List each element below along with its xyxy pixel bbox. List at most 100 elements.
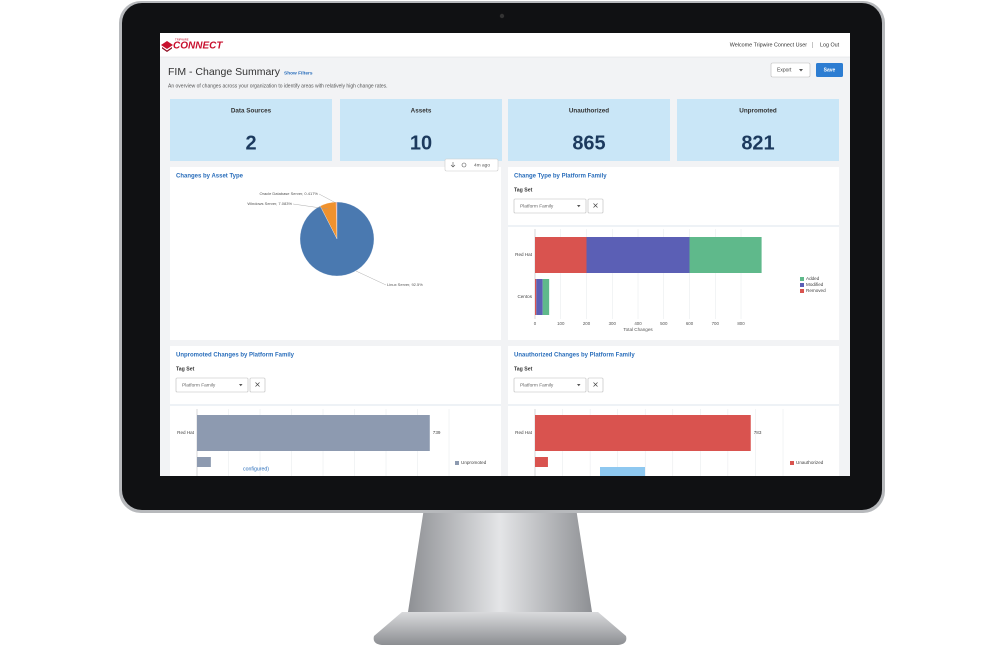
kpi-value: 821 [741, 132, 774, 154]
bar [535, 457, 548, 467]
charts: Changes by Asset Type Oracle Database Ser… [170, 174, 839, 476]
x-tick-label: 0 [534, 321, 537, 326]
legend-label: Modified [806, 282, 824, 287]
annotation: configured) [243, 466, 269, 472]
kpi-label: Unpromoted [739, 108, 777, 115]
x-tick-label: 300 [609, 321, 617, 326]
bar [197, 415, 430, 451]
export-label: Export [777, 68, 792, 74]
legend-swatch [455, 461, 459, 465]
kpi-label: Data Sources [231, 108, 272, 115]
y-tick-label: Centos [517, 294, 532, 299]
legend-label: Unpromoted [461, 460, 487, 465]
export-button[interactable] [770, 62, 811, 78]
kpi-label: Assets [411, 108, 432, 115]
stand-base [373, 612, 627, 645]
clear-button[interactable] [587, 198, 604, 214]
bar-segment [542, 279, 550, 315]
leader-line [292, 203, 329, 210]
tag-set-value: Platform Family [520, 383, 554, 389]
camera [499, 13, 505, 19]
legend-swatch [790, 461, 794, 465]
pie-label: Linux Server, 92.5% [387, 282, 423, 287]
kpi-value: 10 [410, 132, 432, 154]
refresh-icon[interactable] [461, 162, 467, 168]
x-tick-label: 400 [634, 321, 642, 326]
bar-segment [689, 237, 762, 273]
y-tick-label: Red Hat [177, 430, 195, 435]
save-label: Save [824, 68, 836, 74]
kpi-card [508, 99, 670, 161]
save-button[interactable] [816, 63, 843, 77]
legend-swatch [800, 277, 804, 281]
brand: CONNECT [173, 41, 223, 52]
brand-small: TRIPWIRE [175, 38, 189, 42]
panel-title: Unpromoted Changes by Platform Family [176, 353, 295, 359]
clear-button[interactable] [249, 377, 266, 393]
legend-label: Added [806, 276, 820, 281]
bar-segment [586, 237, 690, 273]
clear-icon [255, 382, 260, 387]
screen: TRIPWIRE CONNECT Welcome Tripwire Connec… [160, 33, 850, 476]
tag-set-select[interactable] [175, 377, 249, 393]
select-caret [577, 384, 581, 387]
logout-link[interactable]: Log Out [820, 42, 840, 48]
tag-set-label: Tag Set [514, 366, 533, 372]
kpi-label: Unauthorized [569, 108, 609, 115]
stand-neck [408, 508, 592, 612]
welcome-text: Welcome Tripwire Connect User [730, 42, 807, 48]
clear-icon [593, 382, 598, 387]
panel-toolbar [444, 158, 499, 172]
panel [170, 346, 501, 476]
legend-label: Removed [806, 288, 826, 293]
kpi-card [677, 99, 839, 161]
y-tick-label: Red Hat [515, 252, 533, 257]
tag-set-label: Tag Set [514, 187, 533, 193]
pie-label: Windows Server, 7.083% [247, 201, 292, 206]
legend-swatch [800, 283, 804, 287]
kpi-value: 2 [245, 132, 256, 154]
page-description: An overview of changes across your organ… [168, 83, 388, 89]
pie-label: Oracle Database Server, 0.417% [260, 191, 319, 196]
logo-icon-shadow [162, 47, 172, 52]
kpi-card [170, 99, 332, 161]
legend-label: Unauthorized [796, 460, 824, 465]
tag-set-label: Tag Set [176, 366, 195, 372]
tag-set-select[interactable] [513, 377, 587, 393]
tooltip-fragment [600, 467, 645, 476]
pie-slice [299, 201, 375, 277]
clear-icon [593, 203, 598, 208]
download-icon[interactable] [450, 162, 456, 168]
data-label: 739 [433, 430, 441, 435]
y-tick-label: Red Hat [515, 430, 533, 435]
leader-line [318, 193, 337, 204]
panel-title: Unauthorized Changes by Platform Family [514, 353, 635, 359]
updated-text: 4m ago [474, 163, 490, 169]
data-label: 783 [754, 430, 762, 435]
export-caret [799, 69, 803, 72]
panel [508, 346, 839, 476]
x-tick-label: 700 [712, 321, 720, 326]
panel-title: Changes by Asset Type [176, 174, 244, 180]
tag-set-value: Platform Family [520, 204, 554, 210]
x-tick-label: 600 [686, 321, 694, 326]
tag-set-select[interactable] [513, 198, 587, 214]
x-tick-label: 800 [737, 321, 745, 326]
page-title: FIM - Change Summary [168, 66, 281, 78]
panel-title: Change Type by Platform Family [514, 174, 607, 180]
show-filters-link[interactable]: Show Filters [284, 70, 313, 76]
clear-button[interactable] [587, 377, 604, 393]
top-bar [160, 33, 850, 57]
legend-swatch [800, 289, 804, 293]
x-tick-label: 200 [583, 321, 591, 326]
kpi-value: 865 [572, 132, 605, 154]
bar-segment [535, 279, 537, 315]
select-caret [239, 384, 243, 387]
bar [197, 457, 211, 467]
tag-set-value: Platform Family [182, 383, 216, 389]
kpi-card [340, 99, 502, 161]
x-axis-title: Total Changes [623, 327, 653, 332]
bar-segment [535, 237, 587, 273]
